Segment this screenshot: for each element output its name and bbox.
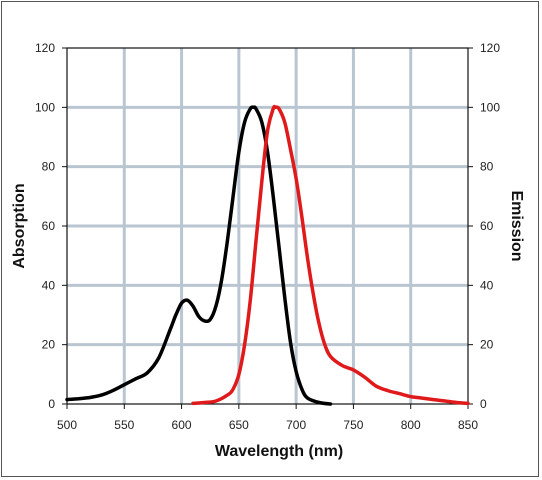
y2-tick-labels: 0 20 40 60 80 100 120 — [480, 41, 500, 411]
y-tick-label: 60 — [42, 219, 56, 233]
y-tick-label: 20 — [42, 338, 56, 352]
y-tick-label: 0 — [48, 397, 55, 411]
y2-tick-label: 80 — [480, 160, 494, 174]
y2-tick-label: 20 — [480, 338, 494, 352]
y-tick-labels: 0 20 40 60 80 100 120 — [35, 41, 55, 411]
series-lines — [65, 104, 470, 406]
y2-tick-label: 0 — [480, 397, 487, 411]
absorption-series-line — [65, 105, 333, 406]
x-tick-label: 750 — [343, 418, 363, 432]
y2-tick-label: 100 — [480, 100, 500, 114]
y-tick-label: 120 — [35, 41, 55, 55]
y-tick-label: 100 — [35, 100, 55, 114]
x-tick-label: 800 — [401, 418, 421, 432]
x-tick-label: 500 — [57, 418, 77, 432]
grid-lines — [67, 48, 468, 404]
emission-series-line — [191, 104, 470, 406]
y-tick-label: 40 — [42, 278, 56, 292]
x-tick-label: 650 — [229, 418, 249, 432]
y-tick-label: 80 — [42, 160, 56, 174]
y2-axis-label: Emission — [508, 190, 525, 261]
x-tick-label: 550 — [114, 418, 134, 432]
x-axis-label: Wavelength (nm) — [215, 443, 343, 460]
x-tick-label: 700 — [286, 418, 306, 432]
x-tick-label: 850 — [458, 418, 478, 432]
x-tick-label: 600 — [172, 418, 192, 432]
tick-marks — [62, 47, 473, 409]
y-axis-label: Absorption — [11, 183, 28, 268]
y2-tick-label: 60 — [480, 219, 494, 233]
x-tick-labels: 500 550 600 650 700 750 800 850 — [57, 418, 478, 432]
y2-tick-label: 120 — [480, 41, 500, 55]
y2-tick-label: 40 — [480, 278, 494, 292]
